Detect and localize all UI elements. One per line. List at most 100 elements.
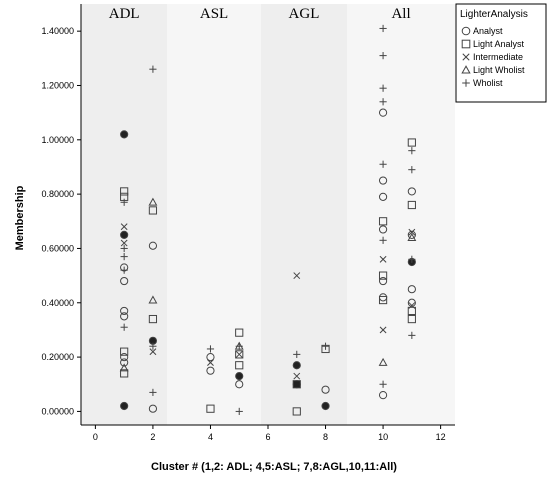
data-point-x	[293, 272, 301, 280]
data-point-plus	[379, 52, 387, 60]
data-point-x	[120, 223, 128, 231]
data-point-square	[407, 306, 416, 316]
data-point-circle	[206, 352, 215, 362]
data-point-circle	[407, 285, 416, 294]
data-point-plus	[235, 407, 243, 416]
legend-marker-circle	[461, 26, 471, 36]
data-point-circle	[206, 366, 215, 375]
panel-backgrounds: ADL ASL AGL All	[81, 4, 455, 425]
data-point-square	[148, 206, 158, 215]
legend: LighterAnalysis Analyst Light Analyst Inter…	[455, 3, 547, 103]
data-point-triangle	[378, 357, 388, 366]
data-point-circle	[148, 241, 158, 250]
data-point-circle	[235, 372, 244, 381]
data-point-circle	[120, 276, 129, 286]
legend-marker-triangle	[461, 65, 471, 74]
y-tick-label: 1.40000	[41, 26, 74, 36]
data-point-circle	[120, 130, 129, 139]
data-point-circle	[321, 385, 330, 394]
data-point-triangle	[407, 232, 417, 241]
series-light-analyst	[120, 138, 416, 416]
data-point-square	[235, 328, 244, 337]
data-point-plus	[408, 147, 416, 155]
data-point-plus	[206, 345, 215, 353]
data-point-circle	[378, 276, 388, 286]
data-point-circle	[235, 380, 244, 389]
legend-marker-plus	[462, 79, 470, 87]
data-point-plus	[120, 198, 128, 206]
data-point-plus	[379, 24, 387, 33]
data-point-plus	[379, 380, 387, 388]
data-point-square	[120, 369, 129, 378]
data-point-square	[407, 138, 416, 147]
legend-label: Intermediate	[473, 52, 523, 62]
legend-item-wholist: Wholist	[462, 78, 503, 88]
legend-title: LighterAnalysis	[460, 9, 528, 20]
data-point-x	[293, 372, 301, 380]
data-point-x	[207, 359, 214, 366]
y-tick-label: 0.60000	[41, 243, 74, 253]
x-tick-label: 4	[208, 432, 213, 442]
data-point-square	[378, 271, 388, 280]
y-tick-label: 0.40000	[41, 298, 74, 308]
legend-label: Light Analyst	[473, 39, 525, 49]
data-point-circle	[120, 401, 129, 411]
data-point-circle	[378, 108, 388, 117]
x-tick-label: 10	[378, 432, 388, 442]
panel-all	[347, 4, 455, 425]
data-point-plus	[321, 342, 330, 350]
data-point-plus	[293, 350, 301, 358]
legend-marker-x	[462, 53, 470, 61]
series-intermediate	[120, 223, 416, 380]
data-point-plus	[379, 236, 387, 244]
data-point-plus	[149, 388, 157, 397]
data-point-circle	[407, 298, 416, 307]
data-point-circle	[378, 225, 388, 234]
data-point-plus	[235, 342, 243, 350]
legend-item-intermediate: Intermediate	[462, 52, 523, 62]
data-points	[119, 24, 417, 416]
data-point-square	[235, 350, 244, 359]
data-point-circle	[407, 187, 416, 196]
data-point-square	[378, 295, 388, 305]
panel-title-adl: ADL	[109, 6, 140, 22]
data-point-triangle	[148, 197, 158, 206]
data-point-x	[379, 326, 387, 334]
data-point-circle	[292, 361, 301, 370]
panel-title-agl: AGL	[289, 6, 320, 22]
x-tick-label: 8	[323, 432, 328, 442]
data-point-square	[378, 217, 388, 226]
data-point-x	[149, 348, 157, 356]
data-point-square	[148, 314, 158, 324]
data-point-circle	[378, 192, 388, 201]
data-point-circle	[321, 401, 330, 411]
data-point-plus	[120, 266, 128, 274]
data-point-square	[206, 404, 215, 413]
y-axis-title: Membership	[14, 185, 26, 250]
data-point-x	[235, 350, 243, 358]
data-point-circle	[378, 176, 388, 185]
data-point-square	[120, 187, 129, 196]
data-point-plus	[149, 342, 157, 350]
data-point-circle	[378, 391, 388, 400]
legend-box	[455, 3, 547, 103]
y-tick-label: 0.20000	[41, 352, 74, 362]
series-wholist	[120, 24, 416, 416]
data-point-circle	[407, 230, 416, 239]
data-point-plus	[149, 65, 157, 73]
data-point-circle	[120, 352, 129, 362]
panel-title-all: All	[391, 6, 410, 22]
data-point-plus	[120, 244, 128, 253]
data-point-x	[379, 255, 387, 263]
panel-asl	[167, 4, 261, 425]
x-axis-title: Cluster # (1,2: ADL; 4,5:ASL; 7,8:AGL,10…	[151, 461, 397, 473]
legend-item-analyst: Analyst	[461, 26, 503, 36]
x-tick-label: 0	[93, 432, 98, 442]
data-point-square	[120, 347, 129, 356]
data-point-plus	[120, 323, 128, 331]
data-point-circle	[120, 358, 129, 367]
x-tick-label: 12	[436, 432, 446, 442]
data-point-circle	[120, 312, 129, 321]
data-point-triangle	[148, 295, 158, 304]
